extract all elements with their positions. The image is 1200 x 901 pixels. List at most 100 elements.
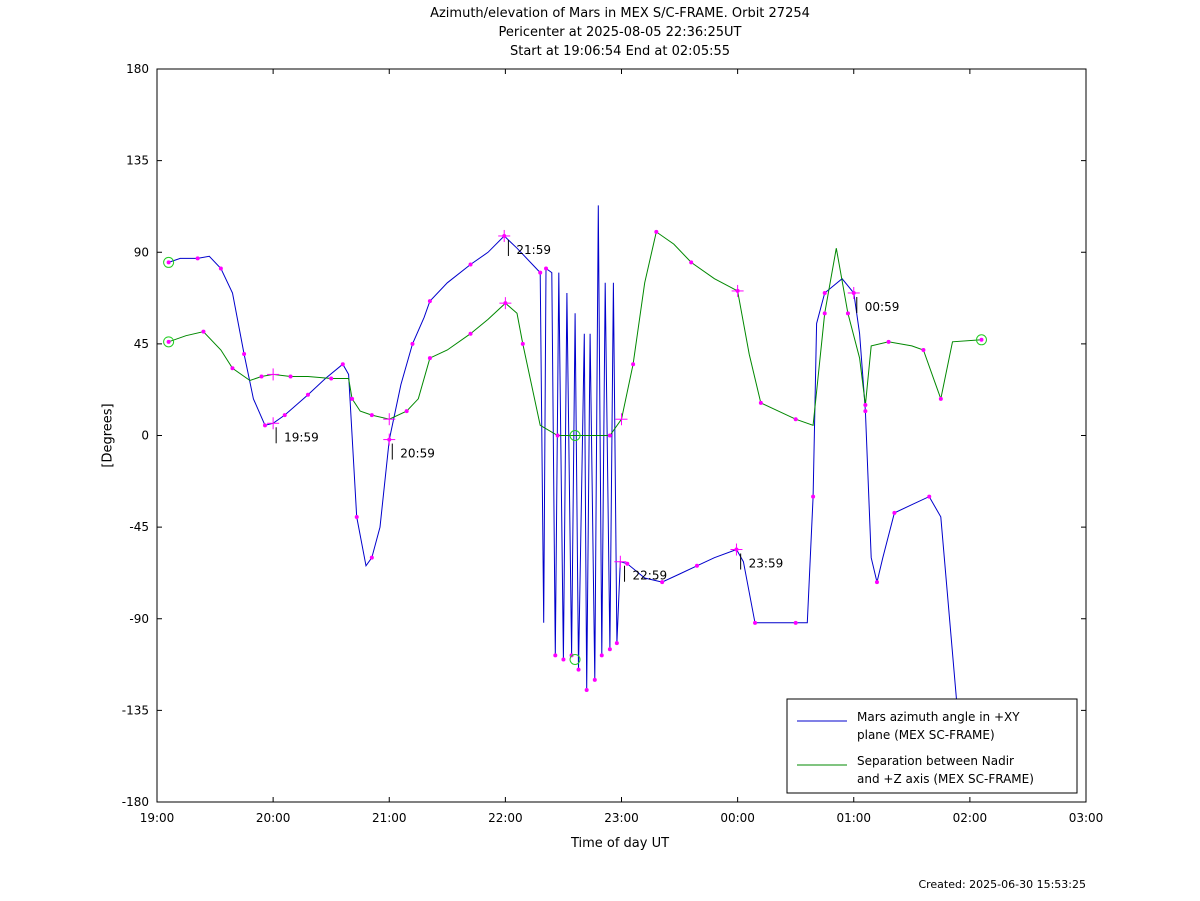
time-label: 21:59	[516, 243, 551, 257]
start-marker	[163, 336, 175, 348]
y-tick-label: -90	[129, 612, 149, 626]
time-label: 23:59	[749, 557, 784, 571]
x-axis-label: Time of day UT	[570, 836, 670, 851]
sample-point	[660, 580, 665, 585]
x-tick-label: 20:00	[256, 811, 291, 825]
sample-point	[811, 494, 816, 499]
sample-point	[166, 260, 171, 265]
sample-point	[599, 653, 604, 658]
chart-subtitle-timespan: Start at 19:06:54 End at 02:05:55	[509, 44, 731, 59]
sample-point	[262, 423, 267, 428]
sample-point	[468, 262, 473, 267]
pericenter-marker-nadir	[569, 430, 581, 441]
y-tick-label: -180	[122, 795, 149, 809]
sample-point	[584, 688, 589, 693]
time-label: 22:59	[633, 569, 668, 583]
y-tick-label: 135	[126, 154, 149, 168]
sample-point	[927, 494, 932, 499]
sample-point	[576, 667, 581, 672]
y-tick-label: 45	[134, 337, 149, 351]
x-tick-label: 19:00	[140, 811, 175, 825]
sample-point	[921, 347, 926, 352]
sample-point	[561, 657, 566, 662]
sample-point	[468, 331, 473, 336]
x-tick-label: 02:00	[953, 811, 988, 825]
sample-point	[538, 270, 543, 275]
y-tick-label: 90	[134, 245, 149, 259]
sample-point	[607, 647, 612, 652]
y-axis-label: [Degrees]	[100, 403, 116, 468]
sample-point	[354, 514, 359, 519]
sample-point	[822, 311, 827, 316]
sample-point	[259, 374, 264, 379]
time-label: 20:59	[400, 447, 435, 461]
sample-point	[218, 266, 223, 271]
created-timestamp: Created: 2025-06-30 15:53:25	[918, 878, 1086, 891]
sample-point	[230, 366, 235, 371]
x-tick-label: 01:00	[836, 811, 871, 825]
sample-point	[694, 563, 699, 568]
x-tick-label: 21:00	[372, 811, 407, 825]
start-marker	[163, 256, 175, 268]
y-tick-label: -45	[129, 520, 149, 534]
sample-point	[654, 229, 659, 234]
sample-point	[350, 396, 355, 401]
sample-point	[614, 641, 619, 646]
sample-point	[938, 396, 943, 401]
sample-point	[822, 290, 827, 295]
sample-point	[410, 341, 415, 346]
sample-point	[874, 580, 879, 585]
sample-point	[625, 561, 630, 566]
time-label: 00:59	[865, 300, 900, 314]
pericenter-marker	[569, 653, 581, 665]
series-line-azimuth	[168, 205, 959, 721]
legend-label: plane (MEX SC-FRAME)	[857, 728, 995, 742]
sample-point	[195, 256, 200, 261]
sample-point	[340, 362, 345, 367]
sample-point	[404, 409, 409, 414]
sample-point	[793, 620, 798, 625]
x-tick-label: 22:00	[488, 811, 523, 825]
sample-point	[592, 677, 597, 682]
sample-point	[892, 510, 897, 515]
sample-point	[201, 329, 206, 334]
legend-label: Mars azimuth angle in +XY	[857, 710, 1020, 724]
sample-point	[553, 653, 558, 658]
legend-box	[786, 698, 1078, 794]
sample-point	[544, 266, 549, 271]
sample-point	[305, 392, 310, 397]
legend-label: and +Z axis (MEX SC-FRAME)	[857, 772, 1034, 786]
sample-point	[758, 400, 763, 405]
x-tick-label: 23:00	[604, 811, 639, 825]
y-tick-label: 180	[126, 62, 149, 76]
series-line-nadir-separation	[168, 231, 982, 436]
sample-point	[607, 433, 612, 438]
sample-point	[427, 299, 432, 304]
sample-point	[689, 260, 694, 265]
sample-point	[369, 413, 374, 418]
sample-point	[242, 352, 247, 357]
sample-point	[520, 341, 525, 346]
y-tick-label: 0	[141, 429, 149, 443]
sample-point	[845, 311, 850, 316]
legend-label: Separation between Nadir	[857, 754, 1014, 768]
sample-point	[979, 337, 984, 342]
y-tick-label: -135	[122, 703, 149, 717]
sample-point	[427, 356, 432, 361]
x-tick-label: 03:00	[1069, 811, 1104, 825]
sample-point	[753, 620, 758, 625]
sample-point	[288, 374, 293, 379]
sample-point	[166, 339, 171, 344]
sample-point	[282, 413, 287, 418]
sample-point	[863, 409, 868, 414]
x-tick-label: 00:00	[720, 811, 755, 825]
sample-point	[329, 376, 334, 381]
sample-point	[793, 417, 798, 422]
sample-point	[369, 555, 374, 560]
time-label: 19:59	[284, 430, 319, 444]
sample-point	[886, 339, 891, 344]
chart-title: Azimuth/elevation of Mars in MEX S/C-FRA…	[430, 6, 810, 21]
sample-point	[863, 402, 868, 407]
end-marker	[975, 334, 987, 346]
